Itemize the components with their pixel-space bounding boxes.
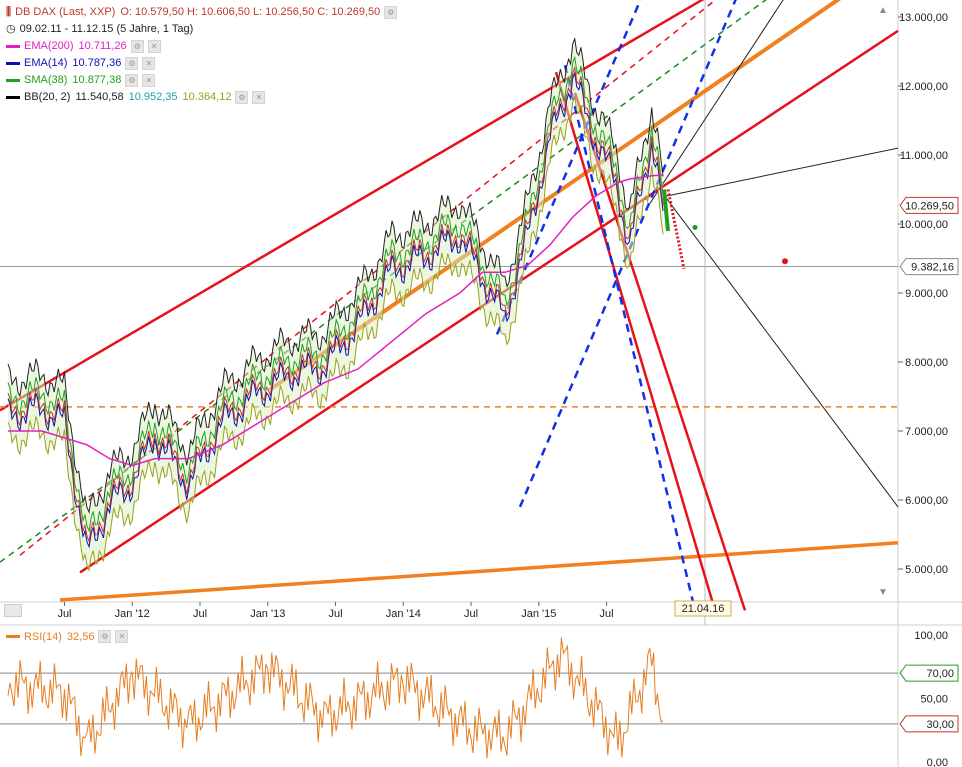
swatch-bb — [6, 96, 20, 99]
red-drop-line-2 — [573, 92, 747, 611]
rsi-line — [7, 637, 664, 759]
price-tick-label: 11.000,00 — [900, 150, 948, 162]
price-tick-label: 13.000,00 — [899, 12, 948, 24]
bollinger-upper-line — [7, 36, 664, 514]
price-tick-label: 10.000,00 — [899, 219, 948, 231]
ema200-line — [8, 174, 664, 467]
ema14-label: EMA(14) — [24, 57, 68, 69]
bb-lower-value: 10.364,12 — [182, 91, 232, 103]
cursor-date-box — [674, 600, 732, 617]
price-tick-label: 5.000,00 — [905, 564, 948, 576]
time-tick-label: Jul — [193, 608, 207, 620]
black-fan-2 — [664, 147, 899, 197]
series-layer — [7, 36, 664, 759]
panel-toggle-button[interactable] — [4, 604, 22, 617]
rsi-tick-label: 0,00 — [927, 757, 948, 767]
close-icon[interactable]: ✕ — [142, 57, 156, 70]
candles-icon: ⫼ — [6, 6, 12, 18]
ema14-value: 10.787,36 — [72, 57, 122, 69]
legend-title-row: ⫼ DB DAX (Last, XXP) O: 10.579,50 H: 10.… — [6, 4, 398, 21]
crosshair-price-tag: 9.382,16 — [911, 262, 954, 274]
swatch-sma38 — [6, 79, 20, 82]
green-projection-arrow — [662, 189, 670, 232]
bb-mid-value: 10.952,35 — [128, 91, 178, 103]
crosshair-price-tag-box — [899, 258, 959, 276]
close-icon[interactable]: ✕ — [142, 74, 156, 87]
swatch-ema14 — [6, 62, 20, 65]
green-marker — [692, 224, 698, 230]
instrument-title: DB DAX (Last, XXP) — [15, 6, 116, 18]
settings-icon[interactable]: ⚙ — [384, 6, 398, 19]
ohlc-values: O: 10.579,50 H: 10.606,50 L: 10.256,50 C… — [120, 6, 381, 18]
time-tick-label: Jan '14 — [386, 608, 421, 620]
time-tick-label: Jul — [464, 608, 478, 620]
rsi-tick-label: 50,00 — [920, 694, 948, 706]
scroll-up-icon[interactable]: ▲ — [878, 5, 888, 16]
clock-icon: ◷ — [6, 23, 16, 35]
rsi-lower-tag-box — [899, 715, 959, 733]
settings-icon[interactable]: ⚙ — [130, 40, 144, 53]
rsi-value: 32,56 — [66, 630, 95, 643]
sma38-line — [7, 55, 664, 533]
rsi-upper-tag-box — [899, 664, 959, 682]
close-price-tag: 10.269,50 — [905, 200, 954, 212]
orange-long-support — [59, 541, 899, 602]
ema14-line — [7, 71, 664, 549]
ema200-label: EMA(200) — [24, 40, 74, 52]
swatch-rsi — [6, 635, 20, 638]
close-icon[interactable]: ✕ — [252, 91, 266, 104]
price-tick-label: 9.000,00 — [905, 288, 948, 300]
time-tick-label: Jan '13 — [250, 608, 285, 620]
legend-range-row: ◷ 09.02.11 - 11.12.15 (5 Jahre, 1 Tag) — [6, 21, 397, 38]
rsi-tick-label: 100,00 — [914, 630, 948, 642]
sma38-value: 10.877,38 — [72, 74, 122, 86]
blue-dashed-3 — [563, 65, 697, 611]
close-price-tag-box — [899, 196, 959, 214]
legend-ema14[interactable]: EMA(14) 10.787,36 ⚙ ✕ — [6, 55, 397, 72]
price-tick-label: 7.000,00 — [905, 426, 948, 438]
settings-icon[interactable]: ⚙ — [125, 57, 139, 70]
upper-red-channel — [0, 0, 705, 412]
chart-legend: ⫼ DB DAX (Last, XXP) O: 10.579,50 H: 10.… — [6, 4, 398, 106]
time-tick-label: Jul — [57, 608, 71, 620]
legend-sma38[interactable]: SMA(38) 10.877,38 ⚙ ✕ — [6, 72, 397, 89]
dax-price-line — [7, 65, 664, 543]
sma38-label: SMA(38) — [24, 74, 68, 86]
rsi-lower-tag: 30,00 — [926, 719, 954, 731]
price-tick-label: 12.000,00 — [899, 81, 948, 93]
black-fan-1 — [664, 196, 899, 508]
price-tick-label: 6.000,00 — [905, 495, 948, 507]
legend-bb[interactable]: BB(20, 2) 11.540,58 10.952,35 10.364,12 … — [6, 89, 397, 106]
black-fan-3 — [649, 0, 784, 204]
legend-ema200[interactable]: EMA(200) 10.711,26 ⚙ ✕ — [6, 38, 397, 55]
ema200-value: 10.711,26 — [78, 40, 127, 52]
swatch-ema200 — [6, 45, 20, 48]
rsi-legend[interactable]: RSI(14) 32,56 ⚙ ✕ — [6, 630, 129, 643]
rsi-label: RSI(14) — [24, 630, 62, 643]
date-range: 09.02.11 - 11.12.15 (5 Jahre, 1 Tag) — [19, 23, 194, 35]
time-tick-label: Jul — [600, 608, 614, 620]
settings-icon[interactable]: ⚙ — [235, 91, 249, 104]
scroll-down-icon[interactable]: ▼ — [878, 587, 888, 598]
bb-label: BB(20, 2) — [24, 91, 71, 103]
close-icon[interactable]: ✕ — [147, 40, 161, 53]
close-icon[interactable]: ✕ — [115, 630, 129, 643]
settings-icon[interactable]: ⚙ — [125, 74, 139, 87]
time-tick-label: Jan '12 — [115, 608, 150, 620]
bb-upper-value: 11.540,58 — [75, 91, 124, 103]
cursor-date-label: 21.04.16 — [682, 603, 725, 615]
bollinger-lower-line — [7, 94, 664, 572]
time-tick-label: Jan '15 — [521, 608, 556, 620]
red-drop-line-1 — [554, 71, 717, 611]
settings-icon[interactable]: ⚙ — [98, 630, 112, 643]
red-marker — [782, 258, 788, 265]
red-projection-arrow — [666, 189, 686, 270]
green-dashed-trend — [0, 0, 767, 563]
time-tick-label: Jul — [328, 608, 342, 620]
price-tick-label: 8.000,00 — [905, 357, 948, 369]
rsi-upper-tag: 70,00 — [926, 668, 954, 680]
axis-layer: 13.000,00 12.000,00 11.000,00 10.000,00 9.00… — [57, 12, 959, 767]
